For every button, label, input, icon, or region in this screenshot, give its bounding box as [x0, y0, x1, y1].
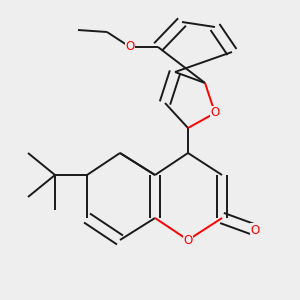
Text: O: O — [125, 40, 135, 53]
Text: O: O — [183, 233, 193, 247]
Text: O: O — [210, 106, 220, 119]
Text: O: O — [250, 224, 260, 236]
